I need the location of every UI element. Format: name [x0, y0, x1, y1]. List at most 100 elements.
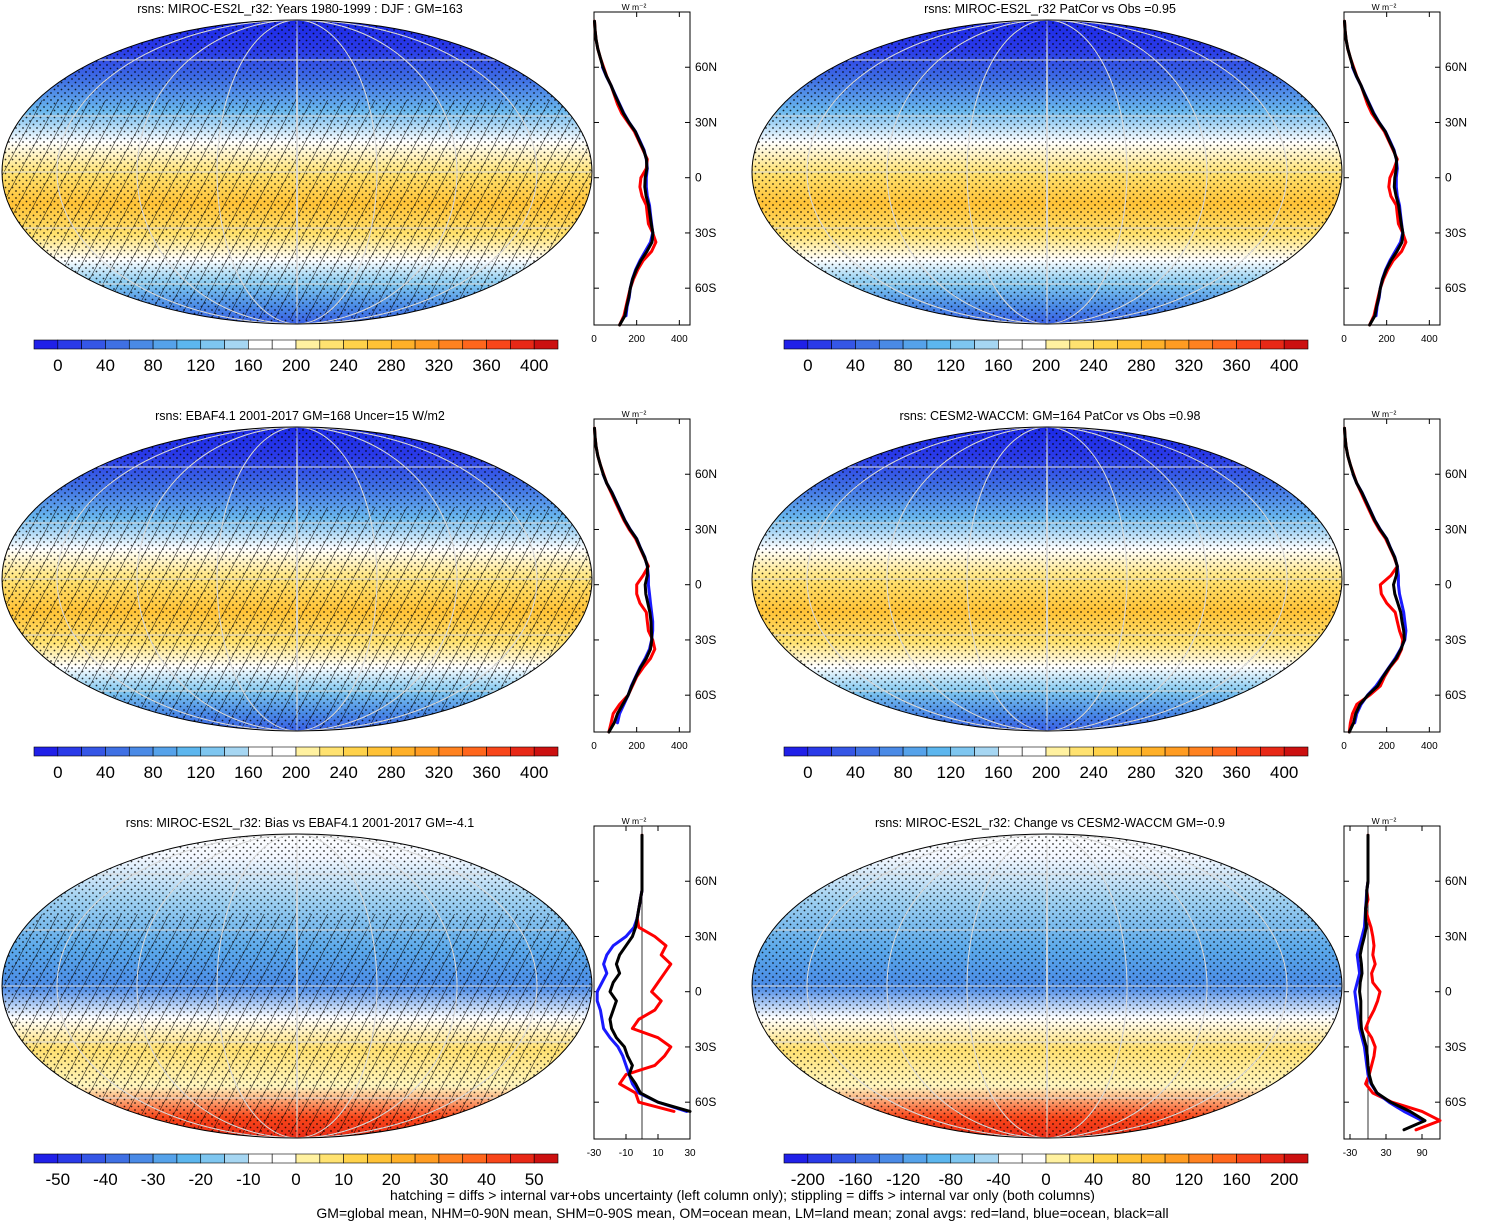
- stippling: [752, 834, 1342, 1138]
- colorbar-cell: [1212, 1153, 1237, 1164]
- colorbar-cell: [486, 746, 511, 757]
- colorbar-cell: [152, 339, 178, 350]
- colorbar-tick-label: -10: [236, 1170, 261, 1189]
- colorbar-cell: [1236, 746, 1261, 757]
- colorbar-cell: [295, 339, 321, 350]
- colorbar-cell: [462, 746, 487, 757]
- colorbar-tick-label: 0: [53, 356, 62, 375]
- colorbar-cell: [152, 746, 178, 757]
- zonal-unit-label: W m⁻²: [622, 816, 647, 826]
- colorbar-tick-label: 320: [425, 356, 453, 375]
- lat-tick-label: 60S: [695, 281, 716, 295]
- panel-svg: 0 40 80 120 160 200 240 280 320 360 400 W m⁻² 60N 30N…: [751, 409, 1467, 782]
- colorbar-tick-label: 320: [1175, 763, 1203, 782]
- colorbar-tick-label: 50: [525, 1170, 544, 1189]
- colorbar-tick-label: 240: [329, 356, 357, 375]
- lat-tick-label: 60S: [1445, 688, 1466, 702]
- zonal-unit-label: W m⁻²: [1372, 409, 1397, 419]
- meridian-line: [806, 20, 1288, 324]
- colorbar-cell: [807, 339, 832, 350]
- chart-panel-5: rsns: MIROC-ES2L_r32: Bias vs EBAF4.1 20…: [0, 814, 742, 1219]
- colorbar-tick-label: 360: [472, 356, 500, 375]
- colorbar-cell: [1188, 746, 1214, 757]
- colorbar-cell: [998, 1153, 1023, 1164]
- colorbar-cell: [1164, 339, 1190, 350]
- lat-tick-label: 30S: [1445, 226, 1466, 240]
- colorbar: 0 40 80 120 160 200 240 280 320 360 400: [783, 339, 1309, 375]
- colorbar-cell: [902, 746, 928, 757]
- footer-line-2: GM=global mean, NHM=0-90N mean, SHM=0-90…: [316, 1205, 1169, 1221]
- zonal-mean-plot: W m⁻² 60N 30N 0 30S 60S 0 200 400: [1341, 2, 1467, 345]
- value-tick-label: 400: [1421, 334, 1438, 345]
- colorbar-tick-label: 240: [1079, 356, 1107, 375]
- value-tick-label: 200: [628, 334, 645, 345]
- graticule: [2, 427, 592, 731]
- lat-tick-label: 30N: [695, 929, 717, 943]
- colorbar-cell: [1069, 1153, 1094, 1164]
- colorbar-cell: [902, 1153, 928, 1164]
- colorbar-cell: [510, 1153, 535, 1164]
- colorbar-cell: [200, 746, 225, 757]
- colorbar-cell: [1140, 1153, 1166, 1164]
- value-tick-label: 200: [1378, 334, 1395, 345]
- value-tick-label: 90: [1416, 1148, 1428, 1159]
- zonal-unit-label: W m⁻²: [622, 2, 647, 12]
- colorbar-cell: [248, 746, 273, 757]
- zonal-mean-plot: W m⁻² 60N 30N 0 30S 60S 0 200 400: [591, 2, 717, 345]
- panel-title: rsns: CESM2-WACCM: GM=164 PatCor vs Obs …: [899, 409, 1201, 423]
- colorbar-cell: [926, 339, 952, 350]
- meridian-line: [56, 834, 538, 1138]
- colorbar-tick-label: 280: [377, 763, 405, 782]
- colorbar: 0 40 80 120 160 200 240 280 320 360 400: [33, 339, 559, 375]
- colorbar-tick-label: 400: [520, 763, 548, 782]
- colorbar-cell: [390, 339, 416, 350]
- colorbar-cell: [974, 746, 999, 757]
- colorbar-tick-label: 360: [472, 763, 500, 782]
- colorbar-tick-label: 120: [187, 356, 215, 375]
- colorbar-cell: [390, 746, 416, 757]
- colorbar-cell: [57, 746, 82, 757]
- colorbar-tick-label: 400: [520, 356, 548, 375]
- meridian-line: [216, 20, 378, 324]
- meridian-line: [296, 20, 298, 324]
- colorbar-cell: [414, 746, 440, 757]
- colorbar-cell: [1260, 339, 1285, 350]
- colorbar-tick-label: 320: [1175, 356, 1203, 375]
- colorbar-tick-label: 40: [1084, 1170, 1103, 1189]
- stippling: [752, 20, 1342, 324]
- chart-panel-4: rsns: CESM2-WACCM: GM=164 PatCor vs Obs …: [750, 407, 1485, 812]
- colorbar-tick-label: -40: [986, 1170, 1011, 1189]
- colorbar-cell: [855, 339, 880, 350]
- colorbar-cell: [200, 1153, 225, 1164]
- colorbar-cell: [81, 1153, 106, 1164]
- lat-tick-label: 60S: [695, 688, 716, 702]
- zonal-plot-frame: [593, 418, 691, 733]
- all-series-line: [1358, 833, 1427, 1132]
- colorbar-cell: [878, 339, 904, 350]
- colorbar-tick-label: 160: [984, 763, 1012, 782]
- all-series-line: [593, 19, 655, 327]
- colorbar-tick-label: 80: [894, 763, 913, 782]
- map-field: [2, 834, 592, 1138]
- colorbar-tick-label: -200: [791, 1170, 825, 1189]
- meridian-line: [136, 427, 458, 731]
- colorbar-cell: [81, 339, 106, 350]
- lat-tick-label: 0: [1445, 578, 1452, 592]
- graticule: [752, 427, 1342, 731]
- colorbar-cell: [128, 746, 154, 757]
- colorbar-cell: [295, 1153, 321, 1164]
- colorbar-cell: [33, 746, 59, 757]
- colorbar-cell: [533, 339, 559, 350]
- panel-svg: 0 40 80 120 160 200 240 280 320 360 400 W m⁻² 60N 30N…: [751, 2, 1467, 375]
- meridian-line: [886, 427, 1208, 731]
- value-tick-label: 400: [1421, 741, 1438, 752]
- colorbar-cell: [783, 746, 809, 757]
- zonal-unit-label: W m⁻²: [1372, 816, 1397, 826]
- colorbar-cell: [1069, 339, 1094, 350]
- colorbar-tick-label: 160: [1222, 1170, 1250, 1189]
- colorbar-cell: [974, 339, 999, 350]
- chart-panel-2: rsns: MIROC-ES2L_r32 PatCor vs Obs =0.95…: [750, 0, 1485, 405]
- value-tick-label: 30: [684, 1148, 696, 1159]
- meridian-line: [56, 20, 538, 324]
- colorbar-cell: [105, 1153, 130, 1164]
